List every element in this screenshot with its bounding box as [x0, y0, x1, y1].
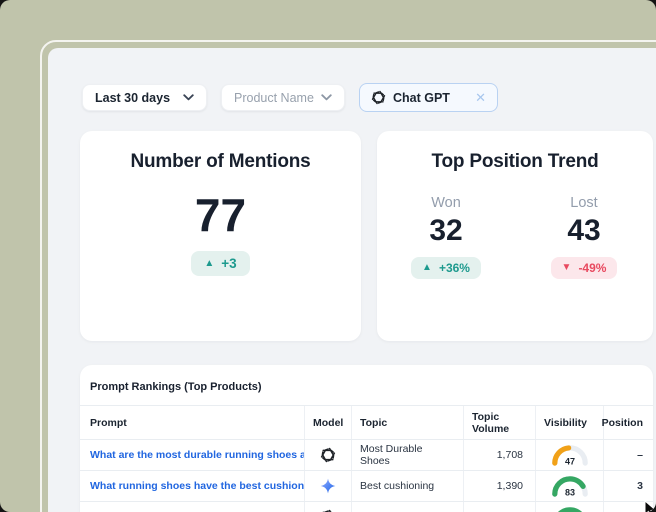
product-name-dropdown[interactable]: Product Name — [221, 84, 345, 111]
prompt-link[interactable]: Best shoes ever — [80, 502, 304, 512]
prompt-link[interactable]: What running shoes have the best cushion… — [90, 480, 304, 492]
position-trend-card: Top Position Trend Won 32 ▲ +36% Lost 43… — [377, 131, 653, 341]
topic-cell: Most Durable Shoes — [351, 440, 463, 470]
topic-volume-cell: 1,390 — [463, 471, 535, 501]
lost-delta-value: -49% — [578, 261, 607, 275]
model-chip-label: Chat GPT — [393, 90, 450, 105]
position-trend-title: Top Position Trend — [431, 151, 599, 172]
table-row: What running shoes have the best cushion… — [80, 470, 653, 501]
table-row: What are the most durable running shoes … — [80, 439, 653, 470]
svg-text:83: 83 — [564, 488, 574, 498]
won-delta-value: +36% — [438, 261, 470, 275]
column-header-visibility[interactable]: Visibility — [535, 406, 603, 439]
filter-bar: Last 30 days Product Name Chat GPT ✕ — [82, 83, 498, 112]
column-header-model[interactable]: Model — [304, 406, 351, 439]
lost-value: 43 — [567, 214, 601, 247]
gemini-logo-icon — [320, 478, 336, 494]
svg-text:47: 47 — [564, 457, 574, 467]
prompt-rankings-title: Prompt Rankings (Top Products) — [90, 381, 262, 393]
table-row: Best shoes ever Top rated 1,390 73 5 — [80, 501, 653, 512]
mouse-cursor — [644, 501, 656, 512]
mentions-delta-value: +3 — [221, 256, 237, 272]
prompt-rankings-card: Prompt Rankings (Top Products) Prompt Mo… — [80, 365, 653, 512]
column-header-prompt[interactable]: Prompt — [90, 416, 127, 429]
close-icon[interactable]: ✕ — [475, 90, 486, 105]
chevron-down-icon — [321, 94, 332, 101]
prompt-link[interactable]: What are the most durable running shoes … — [90, 449, 304, 461]
column-header-topic[interactable]: Topic — [351, 406, 463, 439]
won-column: Won 32 ▲ +36% — [377, 195, 515, 279]
position-cell: – — [603, 440, 653, 470]
column-header-position[interactable]: Position — [602, 406, 653, 439]
product-name-placeholder: Product Name — [234, 90, 314, 105]
table-header-row: Prompt Model Topic Topic Volume Visibili… — [80, 405, 653, 439]
window-frame — [40, 40, 656, 512]
date-range-label: Last 30 days — [95, 90, 171, 105]
mentions-card-title: Number of Mentions — [130, 151, 311, 172]
won-value: 32 — [429, 214, 463, 247]
mentions-card: Number of Mentions 77 ▲ +3 — [80, 131, 361, 341]
openai-logo-icon — [371, 90, 386, 105]
trend-up-icon: ▲ — [422, 262, 432, 273]
mentions-value: 77 — [194, 189, 247, 241]
chevron-down-icon — [183, 94, 194, 101]
date-range-dropdown[interactable]: Last 30 days — [82, 84, 207, 111]
trend-up-icon: ▲ — [204, 257, 215, 269]
won-label: Won — [431, 195, 461, 211]
trend-down-icon: ▼ — [561, 262, 572, 273]
lost-column: Lost 43 ▼ -49% — [515, 195, 653, 279]
visibility-gauge: 73 — [557, 507, 582, 512]
topic-cell: Best cushioning — [351, 471, 463, 501]
model-filter-chip[interactable]: Chat GPT ✕ — [359, 83, 498, 112]
position-cell: 3 — [603, 471, 653, 501]
openai-logo-icon — [320, 447, 336, 463]
visibility-gauge: 83 — [551, 476, 588, 498]
lost-label: Lost — [570, 195, 598, 211]
column-header-topic-volume[interactable]: Topic Volume — [463, 406, 535, 439]
visibility-gauge: 47 — [551, 445, 588, 467]
lost-delta-badge: ▼ -49% — [550, 257, 618, 279]
mentions-delta-badge: ▲ +3 — [191, 251, 250, 277]
topic-volume-cell: 1,708 — [463, 440, 535, 470]
topic-volume-cell: 1,390 — [463, 502, 535, 512]
won-delta-badge: ▲ +36% — [411, 257, 481, 279]
topic-cell: Top rated — [351, 502, 463, 512]
